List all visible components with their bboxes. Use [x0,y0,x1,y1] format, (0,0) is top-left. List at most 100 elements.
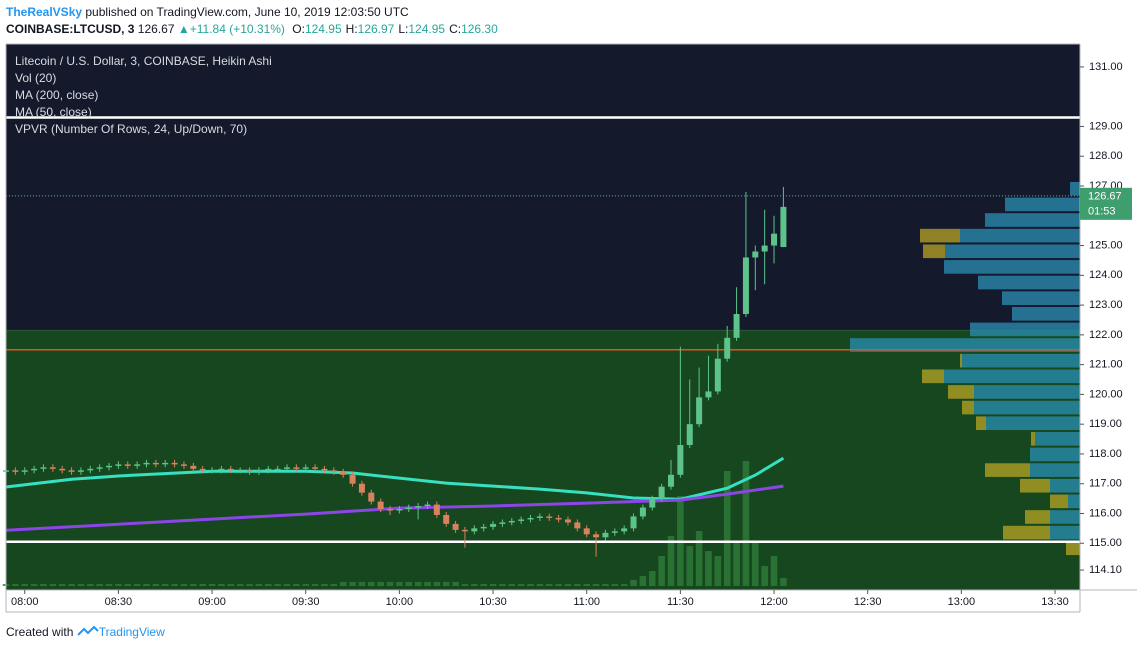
candle-body [621,528,628,532]
candle-body [283,467,290,469]
candle-body [31,468,38,471]
legend-entry: Vol (20) [15,71,57,85]
ohlc-value: 126.30 [461,22,498,36]
volume-bar [161,584,169,586]
candle-body [190,465,197,469]
vpvr-down [985,463,1030,477]
candle-body [742,257,749,315]
candle-body [180,464,187,466]
candle-body [630,516,637,529]
volume-bar [667,536,675,586]
candle-body [349,474,356,484]
volume-bar [246,584,253,586]
volume-bar [264,584,272,586]
y-tick-label: 114.10 [1089,564,1122,576]
x-tick-label: 11:30 [667,596,694,608]
vpvr-down [1050,494,1068,509]
volume-bar [686,546,694,586]
candle-body [377,501,384,510]
y-tick-label: 122.00 [1089,329,1123,341]
vpvr-down [960,353,962,368]
ohlc-key: L: [398,22,409,36]
volume-bar [12,584,19,586]
candle-body [536,516,543,518]
y-tick-label: 118.00 [1089,448,1122,460]
volume-bar [124,584,132,586]
candle-body [115,464,122,466]
volume-bar [752,541,759,586]
vpvr-up [1030,447,1080,462]
candle-body [499,522,506,524]
volume-bar [480,584,487,586]
volume-bar [180,584,188,586]
vpvr-up [974,400,1080,415]
last-price-tag [1080,187,1132,220]
last-price-label: 126.67 [1088,191,1122,203]
x-tick-label: 08:30 [105,596,133,608]
volume-bar [190,584,197,586]
volume-bar [349,582,356,586]
legend-entry: MA (50, close) [15,105,92,119]
volume-bar [517,584,525,586]
vpvr-down [1003,525,1050,540]
candle-body [555,517,562,520]
candle-body [490,523,497,527]
vpvr-up [986,416,1080,431]
candle-body [602,532,609,538]
x-tick-label: 10:30 [479,596,507,608]
logo [77,625,99,636]
volume-bar [630,580,637,586]
volume-bar [171,584,178,586]
volume-bar [442,582,450,586]
vpvr-up [985,213,1080,227]
vpvr-down [922,369,944,384]
candle-body [368,492,375,502]
candle-body [40,467,47,469]
y-tick-label: 131.00 [1089,61,1123,73]
vpvr-up [1030,463,1080,477]
vpvr-down [920,228,960,243]
volume-bar [433,582,441,586]
vpvr-down [1031,432,1035,446]
candle-body [649,498,656,508]
volume-bar [555,584,562,586]
vpvr-down [962,400,974,415]
volume-bar [527,584,534,586]
volume-bar [208,584,216,586]
candle-body [396,509,403,511]
candle-body [677,445,684,475]
volume-bar [377,582,384,586]
author[interactable]: TheRealVSky [6,5,83,19]
brand[interactable]: TradingView [98,625,165,639]
candle-body [152,462,159,465]
volume-bar [30,584,38,586]
vpvr-up [1068,494,1080,509]
candle-body [714,358,721,392]
volume-bar [761,566,768,586]
volume-bar [58,584,66,586]
candle-body [49,467,56,469]
candle-body [480,526,487,529]
candle-body [696,397,703,425]
volume-bar [574,584,581,586]
candle-body [87,468,94,471]
volume-bar [49,584,57,586]
candle-body [293,467,300,469]
candle-body [387,509,394,511]
candle-body [508,520,515,523]
candle-body [780,206,787,248]
volume-bar [227,584,235,586]
candle-body [593,534,600,538]
vpvr-up [1050,478,1080,493]
candle-body [611,531,618,533]
change: +11.84 (+10.31%) [189,22,285,36]
arrow: ▲ [177,22,190,36]
y-tick-label: 115.00 [1089,537,1122,549]
volume-bar [489,584,497,586]
y-tick-label: 124.00 [1089,269,1123,281]
volume-bar [77,584,85,586]
vpvr-up [978,275,1080,290]
x-tick-label: 13:30 [1041,596,1069,608]
